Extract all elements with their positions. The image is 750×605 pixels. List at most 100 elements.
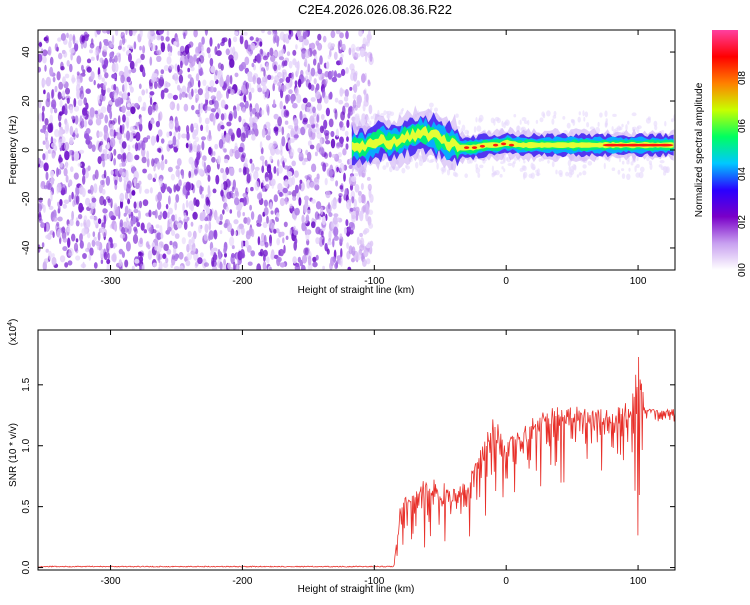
noise-speckle bbox=[246, 245, 252, 253]
noise-speckle bbox=[128, 69, 132, 74]
noise-speckle bbox=[47, 46, 52, 56]
noise-speckle bbox=[183, 103, 189, 112]
noise-speckle bbox=[179, 92, 182, 101]
noise-speckle bbox=[174, 266, 180, 270]
noise-speckle bbox=[347, 266, 352, 270]
noise-speckle bbox=[262, 261, 267, 270]
noise-speckle bbox=[67, 260, 73, 266]
noise-speckle bbox=[106, 87, 111, 93]
noise-speckle bbox=[88, 253, 92, 261]
noise-speckle bbox=[345, 219, 349, 227]
signal-ridge-layer bbox=[351, 125, 674, 154]
noise-speckle bbox=[198, 224, 202, 234]
noise-speckle bbox=[311, 163, 317, 173]
noise-speckle bbox=[363, 249, 369, 258]
noise-speckle bbox=[340, 111, 345, 121]
noise-speckle bbox=[38, 99, 42, 109]
noise-speckle bbox=[234, 31, 239, 36]
noise-speckle bbox=[223, 222, 228, 229]
noise-speckle bbox=[259, 240, 265, 247]
noise-speckle bbox=[85, 88, 91, 94]
noise-speckle bbox=[211, 156, 216, 163]
noise-speckle bbox=[206, 47, 211, 54]
noise-speckle bbox=[351, 176, 357, 182]
noise-speckle bbox=[133, 208, 139, 214]
noise-speckle bbox=[132, 234, 139, 244]
noise-speckle bbox=[93, 79, 96, 86]
noise-speckle bbox=[166, 56, 172, 65]
noise-speckle bbox=[303, 61, 307, 67]
noise-speckle bbox=[157, 244, 162, 253]
signal-halo-speckle bbox=[501, 120, 504, 127]
noise-speckle bbox=[306, 179, 311, 189]
noise-speckle bbox=[238, 115, 242, 123]
noise-speckle bbox=[110, 169, 114, 176]
noise-speckle bbox=[299, 259, 304, 267]
noise-speckle bbox=[168, 187, 172, 194]
noise-speckle bbox=[91, 197, 97, 203]
noise-speckle bbox=[50, 191, 53, 202]
noise-speckle bbox=[190, 123, 194, 133]
noise-speckle bbox=[272, 251, 275, 258]
noise-speckle bbox=[99, 146, 103, 153]
noise-speckle bbox=[108, 210, 114, 219]
noise-speckle bbox=[281, 84, 287, 92]
signal-halo-speckle bbox=[473, 126, 477, 133]
noise-speckle bbox=[246, 216, 251, 226]
noise-speckle bbox=[321, 215, 326, 226]
noise-speckle bbox=[322, 35, 327, 43]
noise-speckle bbox=[315, 254, 319, 261]
noise-speckle bbox=[324, 78, 328, 85]
noise-speckle bbox=[325, 190, 331, 199]
noise-speckle bbox=[171, 230, 176, 236]
noise-speckle bbox=[111, 34, 115, 45]
noise-speckle bbox=[266, 256, 270, 264]
noise-speckle bbox=[49, 66, 54, 77]
signal-halo-speckle bbox=[636, 126, 640, 134]
signal-halo-speckle bbox=[466, 130, 469, 136]
signal-halo-speckle bbox=[648, 160, 653, 165]
noise-speckle bbox=[163, 243, 169, 251]
signal-halo-speckle bbox=[654, 125, 658, 131]
noise-speckle bbox=[316, 173, 320, 180]
noise-speckle bbox=[217, 62, 222, 70]
spectrogram-x-axis: -300 -200 -100 0 100 bbox=[101, 30, 647, 287]
noise-speckle bbox=[69, 218, 74, 226]
noise-speckle bbox=[107, 142, 110, 150]
noise-speckle bbox=[71, 74, 75, 84]
noise-speckle bbox=[148, 209, 152, 218]
noise-speckle bbox=[70, 52, 73, 61]
signal-halo-speckle bbox=[522, 173, 526, 180]
spectrogram-y-label: Frequency (Hz) bbox=[8, 116, 19, 185]
noise-speckle bbox=[60, 66, 65, 71]
noise-speckle bbox=[99, 141, 104, 146]
noise-speckle bbox=[129, 84, 133, 90]
noise-speckle bbox=[197, 80, 201, 88]
noise-speckle bbox=[265, 176, 270, 183]
noise-speckle bbox=[77, 99, 83, 107]
noise-speckle bbox=[183, 212, 187, 218]
signal-halo-speckle bbox=[638, 171, 644, 179]
noise-speckle bbox=[48, 250, 52, 260]
noise-speckle bbox=[121, 171, 126, 178]
noise-speckle bbox=[339, 185, 344, 190]
noise-speckle bbox=[100, 106, 107, 114]
noise-speckle bbox=[73, 105, 80, 112]
signal-halo-speckle bbox=[551, 118, 555, 125]
noise-speckle bbox=[136, 221, 141, 227]
noise-speckle bbox=[250, 250, 255, 257]
noise-speckle bbox=[261, 67, 265, 72]
noise-speckle bbox=[206, 106, 212, 111]
signal-halo-speckle bbox=[385, 161, 389, 168]
x-tick-label: -200 bbox=[232, 276, 252, 287]
noise-speckle bbox=[71, 210, 74, 221]
noise-speckle bbox=[256, 263, 262, 270]
noise-speckle bbox=[186, 131, 190, 141]
noise-speckle bbox=[188, 239, 192, 247]
noise-speckle bbox=[157, 161, 161, 170]
noise-speckle bbox=[226, 121, 232, 127]
noise-speckle bbox=[177, 50, 181, 56]
noise-speckle bbox=[157, 129, 163, 137]
signal-halo-speckle bbox=[353, 173, 359, 177]
noise-speckle bbox=[324, 132, 329, 141]
